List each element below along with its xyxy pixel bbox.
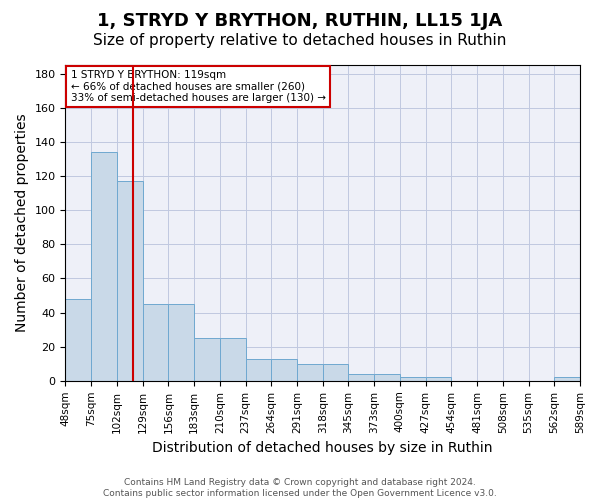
Text: Size of property relative to detached houses in Ruthin: Size of property relative to detached ho…	[94, 32, 506, 48]
Text: 1, STRYD Y BRYTHON, RUTHIN, LL15 1JA: 1, STRYD Y BRYTHON, RUTHIN, LL15 1JA	[97, 12, 503, 30]
Bar	[143, 304, 169, 381]
Bar	[554, 378, 580, 381]
Bar	[400, 378, 425, 381]
Y-axis label: Number of detached properties: Number of detached properties	[15, 114, 29, 332]
Bar	[65, 299, 91, 381]
Bar	[220, 338, 245, 381]
Text: Contains HM Land Registry data © Crown copyright and database right 2024.
Contai: Contains HM Land Registry data © Crown c…	[103, 478, 497, 498]
X-axis label: Distribution of detached houses by size in Ruthin: Distribution of detached houses by size …	[152, 441, 493, 455]
Bar	[271, 358, 297, 381]
Bar	[374, 374, 400, 381]
Bar	[323, 364, 349, 381]
Bar	[297, 364, 323, 381]
Bar	[194, 338, 220, 381]
Bar	[245, 358, 271, 381]
Bar	[117, 181, 143, 381]
Bar	[349, 374, 374, 381]
Bar	[91, 152, 117, 381]
Bar	[169, 304, 194, 381]
Text: 1 STRYD Y BRYTHON: 119sqm
← 66% of detached houses are smaller (260)
33% of semi: 1 STRYD Y BRYTHON: 119sqm ← 66% of detac…	[71, 70, 326, 103]
Bar	[425, 378, 451, 381]
